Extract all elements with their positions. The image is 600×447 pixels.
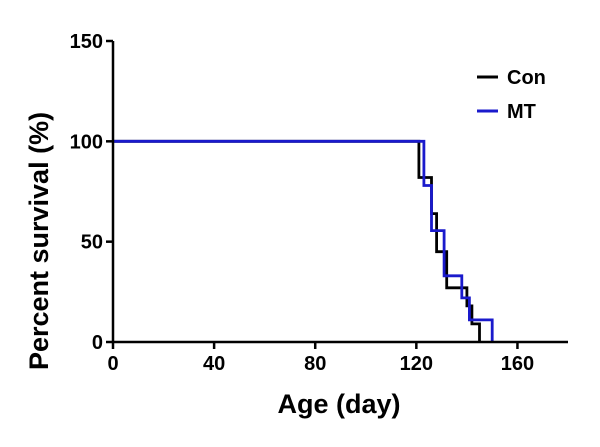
y-axis-title: Percent survival (%) <box>24 112 54 370</box>
y-tick-label: 0 <box>92 332 103 354</box>
x-tick-label: 0 <box>107 353 118 375</box>
axes-layer <box>111 41 568 344</box>
x-tick-label: 160 <box>501 353 534 375</box>
y-tick-label: 100 <box>70 131 103 153</box>
legend-label-mt: MT <box>507 101 536 123</box>
series-layer <box>113 139 494 342</box>
x-tick-label: 120 <box>400 353 433 375</box>
legend-label-con: Con <box>507 67 546 89</box>
x-tick-label: 80 <box>304 353 326 375</box>
x-tick-label: 40 <box>203 353 225 375</box>
ticks-layer: 0 50 100 150 0 40 80 120 160 <box>70 31 535 375</box>
legend: Con MT <box>477 67 546 123</box>
y-tick-label: 50 <box>81 232 103 254</box>
series-line-mt <box>113 139 494 342</box>
y-tick-label: 150 <box>70 31 103 53</box>
x-axis-title: Age (day) <box>277 389 400 419</box>
